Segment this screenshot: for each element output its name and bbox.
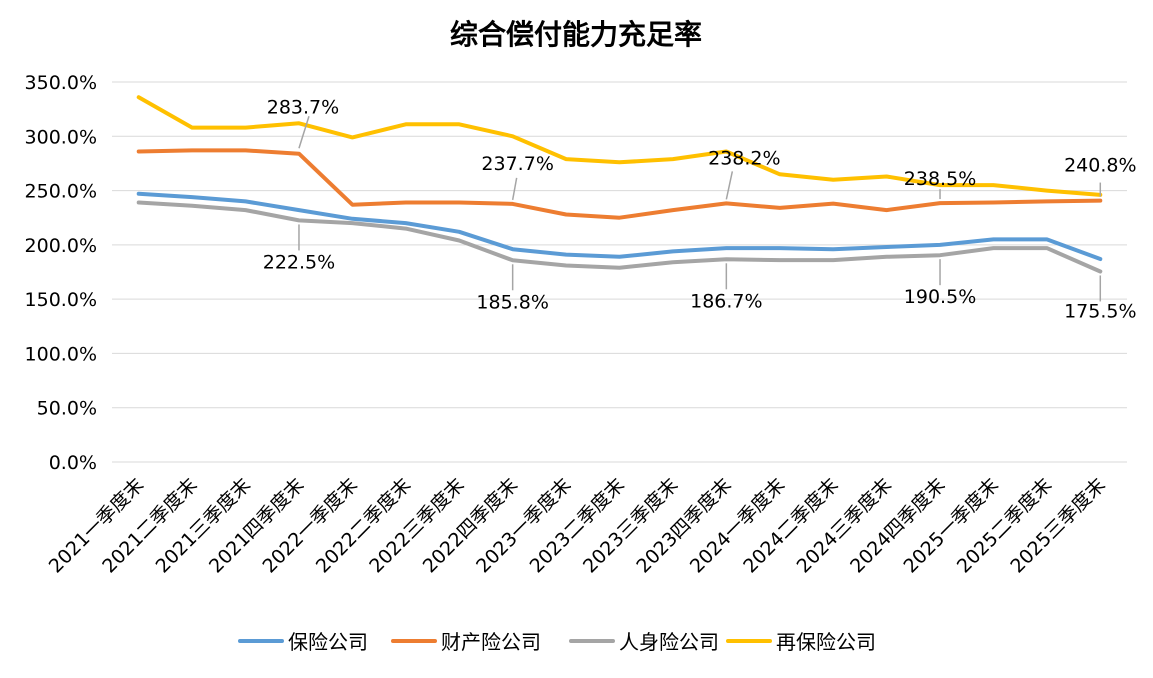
x-tick-label: 2025三季度末 bbox=[1006, 474, 1109, 577]
x-tick-label: 2025一季度末 bbox=[899, 474, 1002, 577]
legend-label: 财产险公司 bbox=[441, 630, 541, 654]
x-tick-label: 2024四季度末 bbox=[846, 474, 949, 577]
x-tick-label: 2021三季度末 bbox=[152, 474, 255, 577]
x-tick-label: 2022一季度末 bbox=[258, 474, 361, 577]
legend: 保险公司 财产险公司 人身险公司 再保险公司 bbox=[238, 630, 876, 654]
y-axis-ticks: 0.0% 50.0% 100.0% 150.0% 200.0% 250.0% 300.0% 3… bbox=[25, 72, 97, 474]
gridlines bbox=[112, 81, 1127, 463]
y-tick-label: 200.0% bbox=[25, 235, 97, 257]
data-label: 185.8% bbox=[476, 291, 548, 313]
data-label-leader bbox=[725, 171, 734, 200]
x-tick-label: 2024一季度末 bbox=[686, 474, 789, 577]
x-tick-label: 2022二季度末 bbox=[312, 474, 415, 577]
data-label: 190.5% bbox=[904, 286, 976, 308]
x-tick-label: 2023三季度末 bbox=[579, 474, 682, 577]
legend-label: 再保险公司 bbox=[776, 630, 876, 654]
series-line-1 bbox=[136, 148, 1103, 220]
x-tick-label: 2023二季度末 bbox=[526, 474, 629, 577]
chart-title: 综合偿付能力充足率 bbox=[450, 18, 702, 51]
series-lines bbox=[136, 95, 1103, 274]
legend-label: 人身险公司 bbox=[619, 630, 719, 654]
y-tick-label: 50.0% bbox=[37, 398, 97, 420]
x-tick-label: 2022四季度末 bbox=[419, 474, 522, 577]
x-tick-label: 2021二季度末 bbox=[98, 474, 201, 577]
y-tick-label: 250.0% bbox=[25, 181, 97, 203]
data-label: 237.7% bbox=[481, 153, 553, 175]
legend-label: 保险公司 bbox=[288, 630, 368, 654]
data-label: 240.8% bbox=[1064, 155, 1136, 177]
data-label: 238.5% bbox=[904, 168, 976, 190]
x-tick-label: 2024三季度末 bbox=[793, 474, 896, 577]
data-label: 222.5% bbox=[263, 251, 335, 273]
x-tick-label: 2024二季度末 bbox=[739, 474, 842, 577]
series-line-3 bbox=[136, 95, 1103, 197]
x-tick-label: 2023一季度末 bbox=[472, 474, 575, 577]
y-tick-label: 100.0% bbox=[25, 343, 97, 365]
data-label: 175.5% bbox=[1064, 300, 1136, 322]
series-line-0 bbox=[136, 191, 1103, 261]
y-tick-label: 150.0% bbox=[25, 289, 97, 311]
y-tick-label: 300.0% bbox=[25, 126, 97, 148]
data-label-leader bbox=[298, 116, 310, 149]
x-tick-label: 2021一季度末 bbox=[45, 474, 148, 577]
x-tick-label: 2025二季度末 bbox=[953, 474, 1056, 577]
x-tick-label: 2023四季度末 bbox=[632, 474, 735, 577]
x-axis-ticks: 2021一季度末2021二季度末2021三季度末2021四季度末2022一季度末… bbox=[45, 474, 1110, 577]
x-tick-label: 2021四季度末 bbox=[205, 474, 308, 577]
y-tick-label: 0.0% bbox=[49, 452, 97, 474]
data-label: 238.2% bbox=[708, 147, 780, 169]
data-label-leader bbox=[511, 177, 518, 201]
y-tick-label: 350.0% bbox=[25, 72, 97, 94]
x-tick-label: 2022三季度末 bbox=[365, 474, 468, 577]
data-label: 283.7% bbox=[267, 96, 339, 118]
series-line-2 bbox=[136, 200, 1103, 274]
data-labels: 283.7% 222.5% 237.7% 185.8% 238.2% 186.7% 238.… bbox=[263, 96, 1137, 322]
data-label: 186.7% bbox=[690, 290, 762, 312]
